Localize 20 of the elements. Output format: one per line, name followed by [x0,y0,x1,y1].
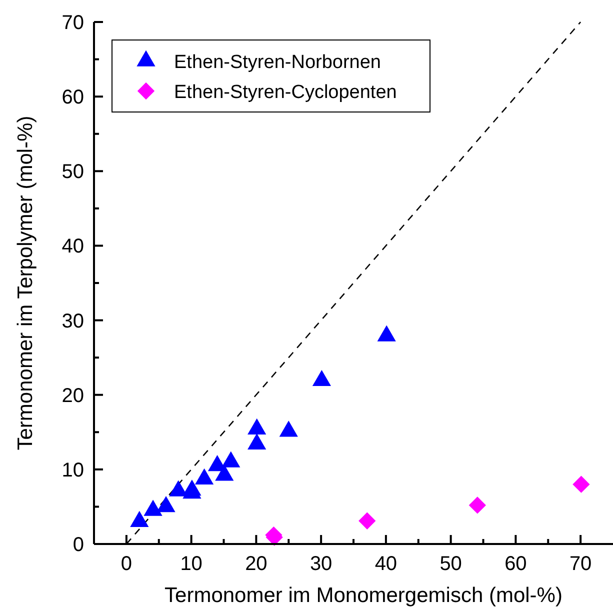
x-axis-title: Termonomer im Monomergemisch (mol-%) [164,584,562,607]
legend-label: Ethen-Styren-Norbornen [174,52,381,73]
y-tick-label: 0 [72,534,84,556]
x-tick-label: 60 [504,553,527,575]
y-tick-label: 20 [62,384,84,407]
x-tick-label: 50 [440,553,462,575]
x-tick-label: 70 [569,553,592,575]
x-tick-label: 0 [120,553,132,575]
legend-label: Ethen-Styren-Cyclopenten [174,82,397,103]
x-tick-label: 40 [374,553,398,575]
x-tick-label: 20 [245,553,268,575]
y-tick-label: 60 [62,86,84,109]
y-tick-label: 70 [62,12,84,34]
y-tick-label: 10 [62,459,84,482]
y-tick-label: 40 [62,236,84,258]
x-tick-label: 10 [180,553,202,575]
y-axis-title: Termonomer im Terpolymer (mol-%) [14,116,37,450]
x-tick-label: 30 [310,553,332,575]
y-tick-label: 30 [62,310,84,332]
y-tick-label: 50 [62,161,84,184]
